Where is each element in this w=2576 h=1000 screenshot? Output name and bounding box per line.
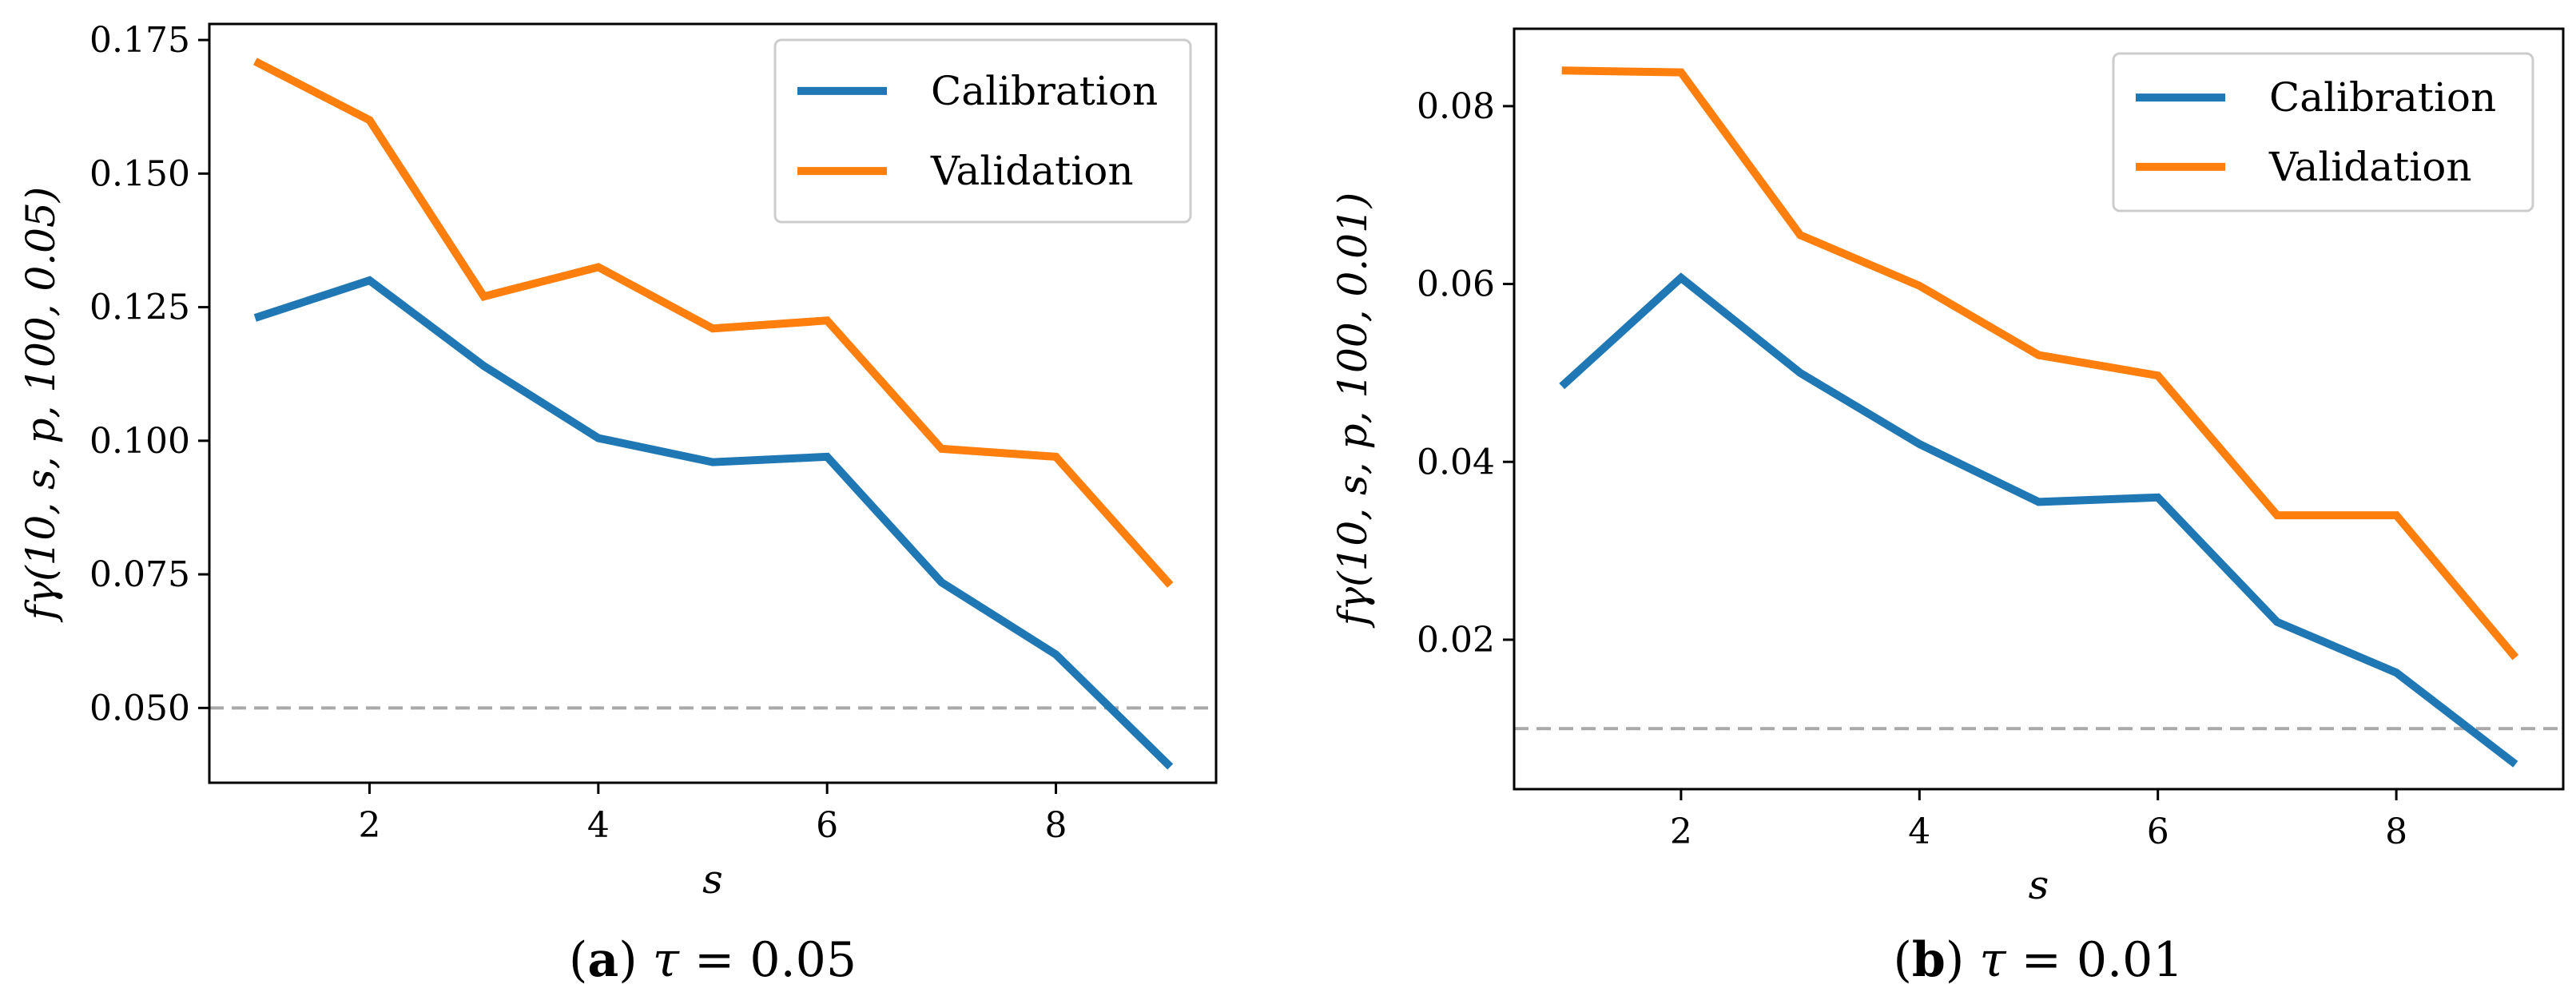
- y-axis-label: fγ(10, s, p, 100, 0.05): [18, 187, 64, 624]
- caption-tau: τ: [1979, 932, 2006, 988]
- panel-caption: (b) τ = 0.01: [1893, 932, 2183, 988]
- x-tick-label: 6: [816, 805, 838, 846]
- series-line-calibration: [1559, 272, 2518, 768]
- series-line-validation: [253, 58, 1174, 588]
- y-tick-label: 0.06: [1417, 264, 1495, 305]
- legend-label-calibration: Calibration: [2269, 74, 2496, 121]
- x-tick-label: 2: [358, 805, 380, 846]
- series-line-validation: [1561, 66, 2519, 661]
- y-tick-label: 0.02: [1417, 620, 1495, 661]
- x-axis-label: s: [702, 856, 723, 903]
- legend: Calibration Validation: [2112, 52, 2534, 212]
- legend-label-validation: Validation: [2268, 144, 2472, 190]
- series-line-calibration: [253, 276, 1174, 770]
- legend-label-validation: Validation: [930, 148, 1134, 194]
- legend-box: [2112, 52, 2534, 212]
- y-tick-label: 0.075: [89, 554, 190, 595]
- caption-tau: τ: [653, 932, 680, 988]
- x-axis-label: s: [2029, 862, 2049, 908]
- chart-panel-a: 2 4 6 8 0.050 0.075 0.100 0.125 0.150 0.175 s fγ(10…: [18, 20, 1218, 988]
- x-tick-label: 8: [1045, 805, 1067, 846]
- chart-panel-b: 2 4 6 8 0.02 0.04 0.06 0.08 s fγ(10, s, p, 100, 0…: [1330, 27, 2565, 988]
- y-tick-label: 0.04: [1417, 442, 1495, 482]
- x-tick-label: 8: [2385, 812, 2407, 852]
- y-tick-label: 0.150: [89, 153, 190, 194]
- legend-label-calibration: Calibration: [931, 68, 1158, 114]
- caption-letter: a: [587, 932, 618, 988]
- y-tick-label: 0.175: [89, 20, 190, 61]
- axes-frame: [208, 22, 1218, 784]
- y-axis-label: fγ(10, s, p, 100, 0.01): [1330, 192, 1376, 629]
- legend: Calibration Validation: [773, 38, 1192, 224]
- caption-value: = 0.05: [679, 932, 857, 988]
- x-tick-label: 4: [587, 805, 610, 846]
- caption-value: = 0.01: [2006, 932, 2184, 988]
- y-tick-label: 0.100: [89, 421, 190, 462]
- axes-frame: [1513, 27, 2565, 791]
- x-tick-label: 2: [1670, 812, 1692, 852]
- y-tick-label: 0.125: [89, 288, 190, 328]
- x-tick-label: 6: [2147, 812, 2169, 852]
- y-tick-label: 0.08: [1417, 86, 1495, 127]
- y-tick-label: 0.050: [89, 688, 190, 728]
- legend-box: [773, 38, 1192, 224]
- panel-caption: (a) τ = 0.05: [569, 932, 857, 988]
- x-tick-label: 4: [1908, 812, 1930, 852]
- caption-letter: b: [1912, 932, 1946, 988]
